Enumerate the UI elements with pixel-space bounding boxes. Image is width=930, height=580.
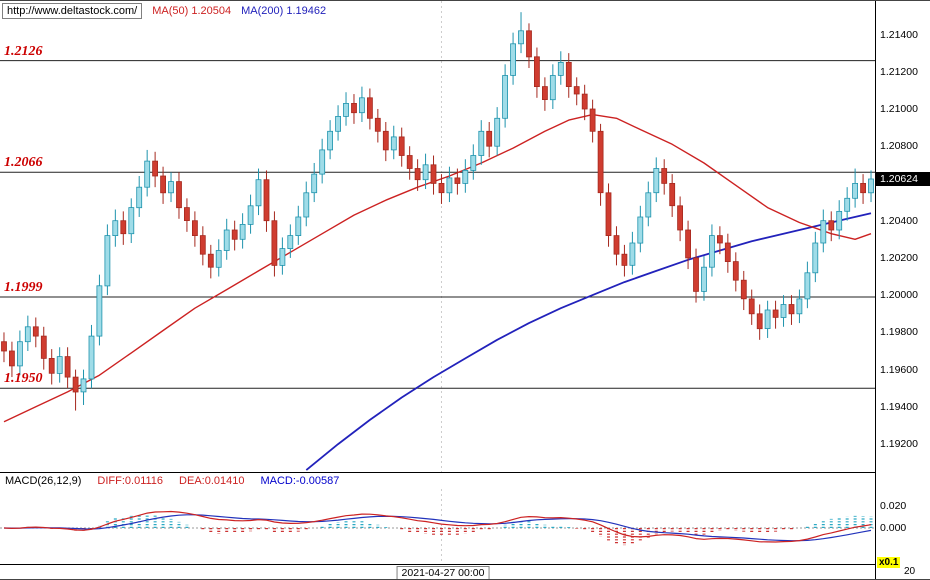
ma50-legend: MA(50) 1.20504 <box>152 5 231 17</box>
price-axis[interactable]: 1.20624 1.21400 1.21200 1.21000 1.20800 1.20… <box>875 1 930 579</box>
price-tick: 1.21200 <box>880 65 918 78</box>
price-tick: 1.20800 <box>880 140 918 153</box>
current-price-badge: 1.20624 <box>876 171 930 186</box>
price-tick: 1.20000 <box>880 289 918 302</box>
macd-chart-canvas <box>0 489 875 564</box>
corner-axis-text: 20 <box>904 566 916 577</box>
ma200-value: 1.19462 <box>286 5 327 17</box>
macd-title: MACD(26,12,9) <box>5 475 82 487</box>
ma50-label: MA(50) <box>152 5 189 17</box>
level-label: 1.1999 <box>4 280 43 295</box>
price-tick: 1.21400 <box>880 28 918 41</box>
level-label: 1.2126 <box>4 43 43 59</box>
level-label: 1.2066 <box>4 155 43 171</box>
ma200-legend: MA(200) 1.19462 <box>241 5 326 17</box>
price-tick: 1.19800 <box>880 326 918 339</box>
price-tick: 1.19600 <box>880 363 918 376</box>
ma200-label: MA(200) <box>241 5 284 17</box>
price-tick: 1.19400 <box>880 400 918 413</box>
scale-multiplier-badge: x0.1 <box>877 557 901 568</box>
macd-macd-value: MACD:-0.00587 <box>260 475 340 487</box>
time-axis: 2021-04-27 00:00 <box>0 564 930 579</box>
time-label: 2021-04-27 00:00 <box>396 566 490 579</box>
level-label: 1.1950 <box>4 371 43 387</box>
price-tick: 1.21000 <box>880 102 918 115</box>
macd-axis-tick: 0.020 <box>880 500 907 512</box>
macd-diff-value: DIFF:0.01116 <box>97 475 164 487</box>
price-tick: 1.20400 <box>880 214 918 227</box>
source-link[interactable]: http://www.deltastock.com/ <box>2 3 143 19</box>
ma50-value: 1.20504 <box>191 5 232 17</box>
macd-axis-tick: 0.000 <box>880 522 907 534</box>
macd-dea-value: DEA:0.01410 <box>179 475 245 487</box>
price-tick: 1.19200 <box>880 438 918 451</box>
price-chart-canvas <box>0 1 875 472</box>
price-tick: 1.20200 <box>880 251 918 264</box>
macd-indicator-header: MACD(26,12,9) DIFF:0.01116 DEA:0.01410 M… <box>0 472 875 489</box>
chart-legend: http://www.deltastock.com/ MA(50) 1.2050… <box>2 3 326 19</box>
